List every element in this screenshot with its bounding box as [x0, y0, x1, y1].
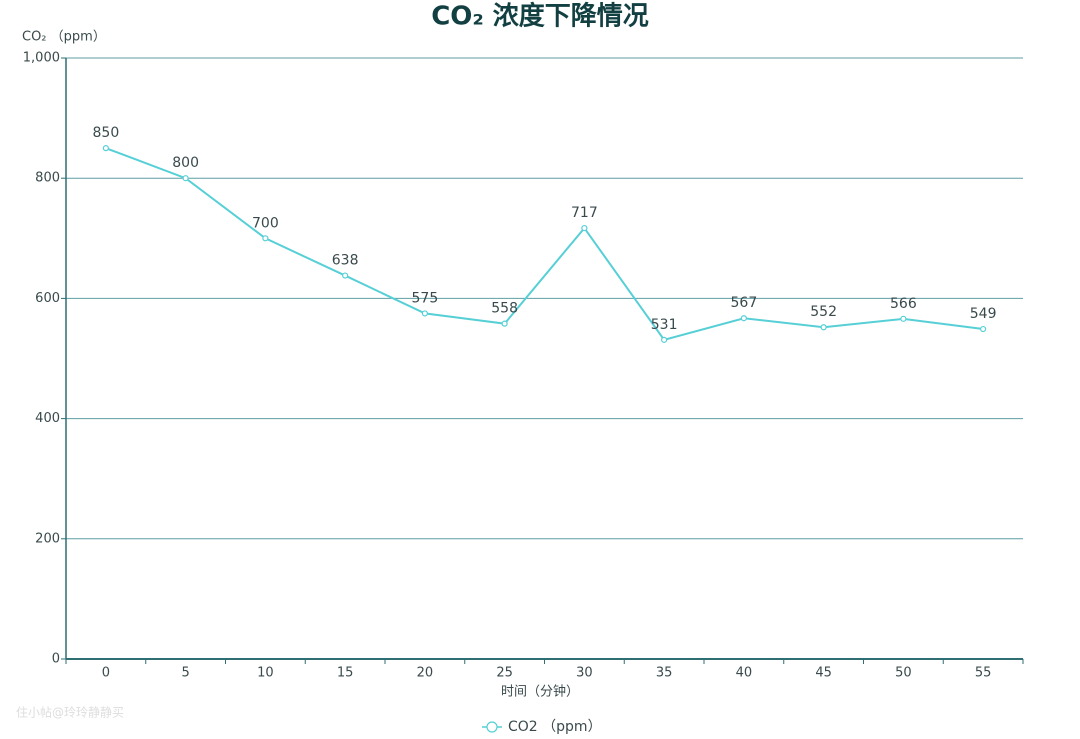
point [900, 315, 907, 322]
data-label: 717 [571, 205, 598, 221]
data-label: 800 [172, 155, 199, 171]
data-label: 531 [651, 317, 678, 333]
point [102, 145, 109, 152]
legend-marker [486, 721, 498, 733]
x-tick-label: 50 [895, 666, 912, 681]
point [820, 324, 827, 331]
point [501, 320, 508, 327]
data-label: 566 [890, 296, 917, 312]
y-tick-label: 600 [35, 291, 60, 306]
data-label: 552 [810, 304, 837, 320]
y-tick-label: 200 [35, 531, 60, 546]
y-tick-label: 800 [35, 171, 60, 186]
data-label: 700 [252, 215, 279, 231]
x-tick-label: 45 [815, 666, 832, 681]
x-tick-label: 30 [576, 666, 593, 681]
point [581, 224, 588, 232]
x-tick-label: 20 [417, 666, 434, 681]
watermark: 住小帖@玲玲静静买 [16, 705, 124, 720]
point [661, 336, 668, 343]
x-tick-label: 10 [257, 666, 274, 681]
data-label: 638 [332, 253, 359, 269]
x-tick-label: 0 [102, 666, 110, 681]
y-tick-label: 1,000 [23, 51, 60, 66]
y-axis-label: CO₂ （ppm） [22, 30, 106, 45]
point [421, 310, 428, 317]
data-label: 575 [412, 290, 439, 306]
point [182, 175, 189, 182]
y-tick-label: 0 [52, 652, 60, 667]
x-tick-label: 35 [656, 666, 673, 681]
x-tick-label: 40 [736, 666, 753, 681]
x-axis-label: 时间（分钟） [501, 684, 579, 700]
line [105, 147, 984, 342]
data-label: 549 [970, 306, 997, 322]
point [740, 315, 747, 322]
legend-label: CO2 （ppm） [508, 719, 602, 735]
data-label: 850 [93, 125, 120, 141]
data-label: 558 [491, 301, 518, 317]
x-tick-label: 25 [496, 666, 513, 681]
data-label: 567 [731, 295, 758, 311]
point [262, 235, 269, 242]
x-tick-label: 5 [181, 666, 189, 681]
chart-title: CO₂ 浓度下降情况 [431, 1, 649, 32]
x-tick-label: 15 [337, 666, 354, 681]
point [342, 272, 349, 279]
point [980, 325, 987, 333]
x-tick-label: 55 [975, 666, 992, 681]
y-tick-label: 400 [35, 411, 60, 426]
